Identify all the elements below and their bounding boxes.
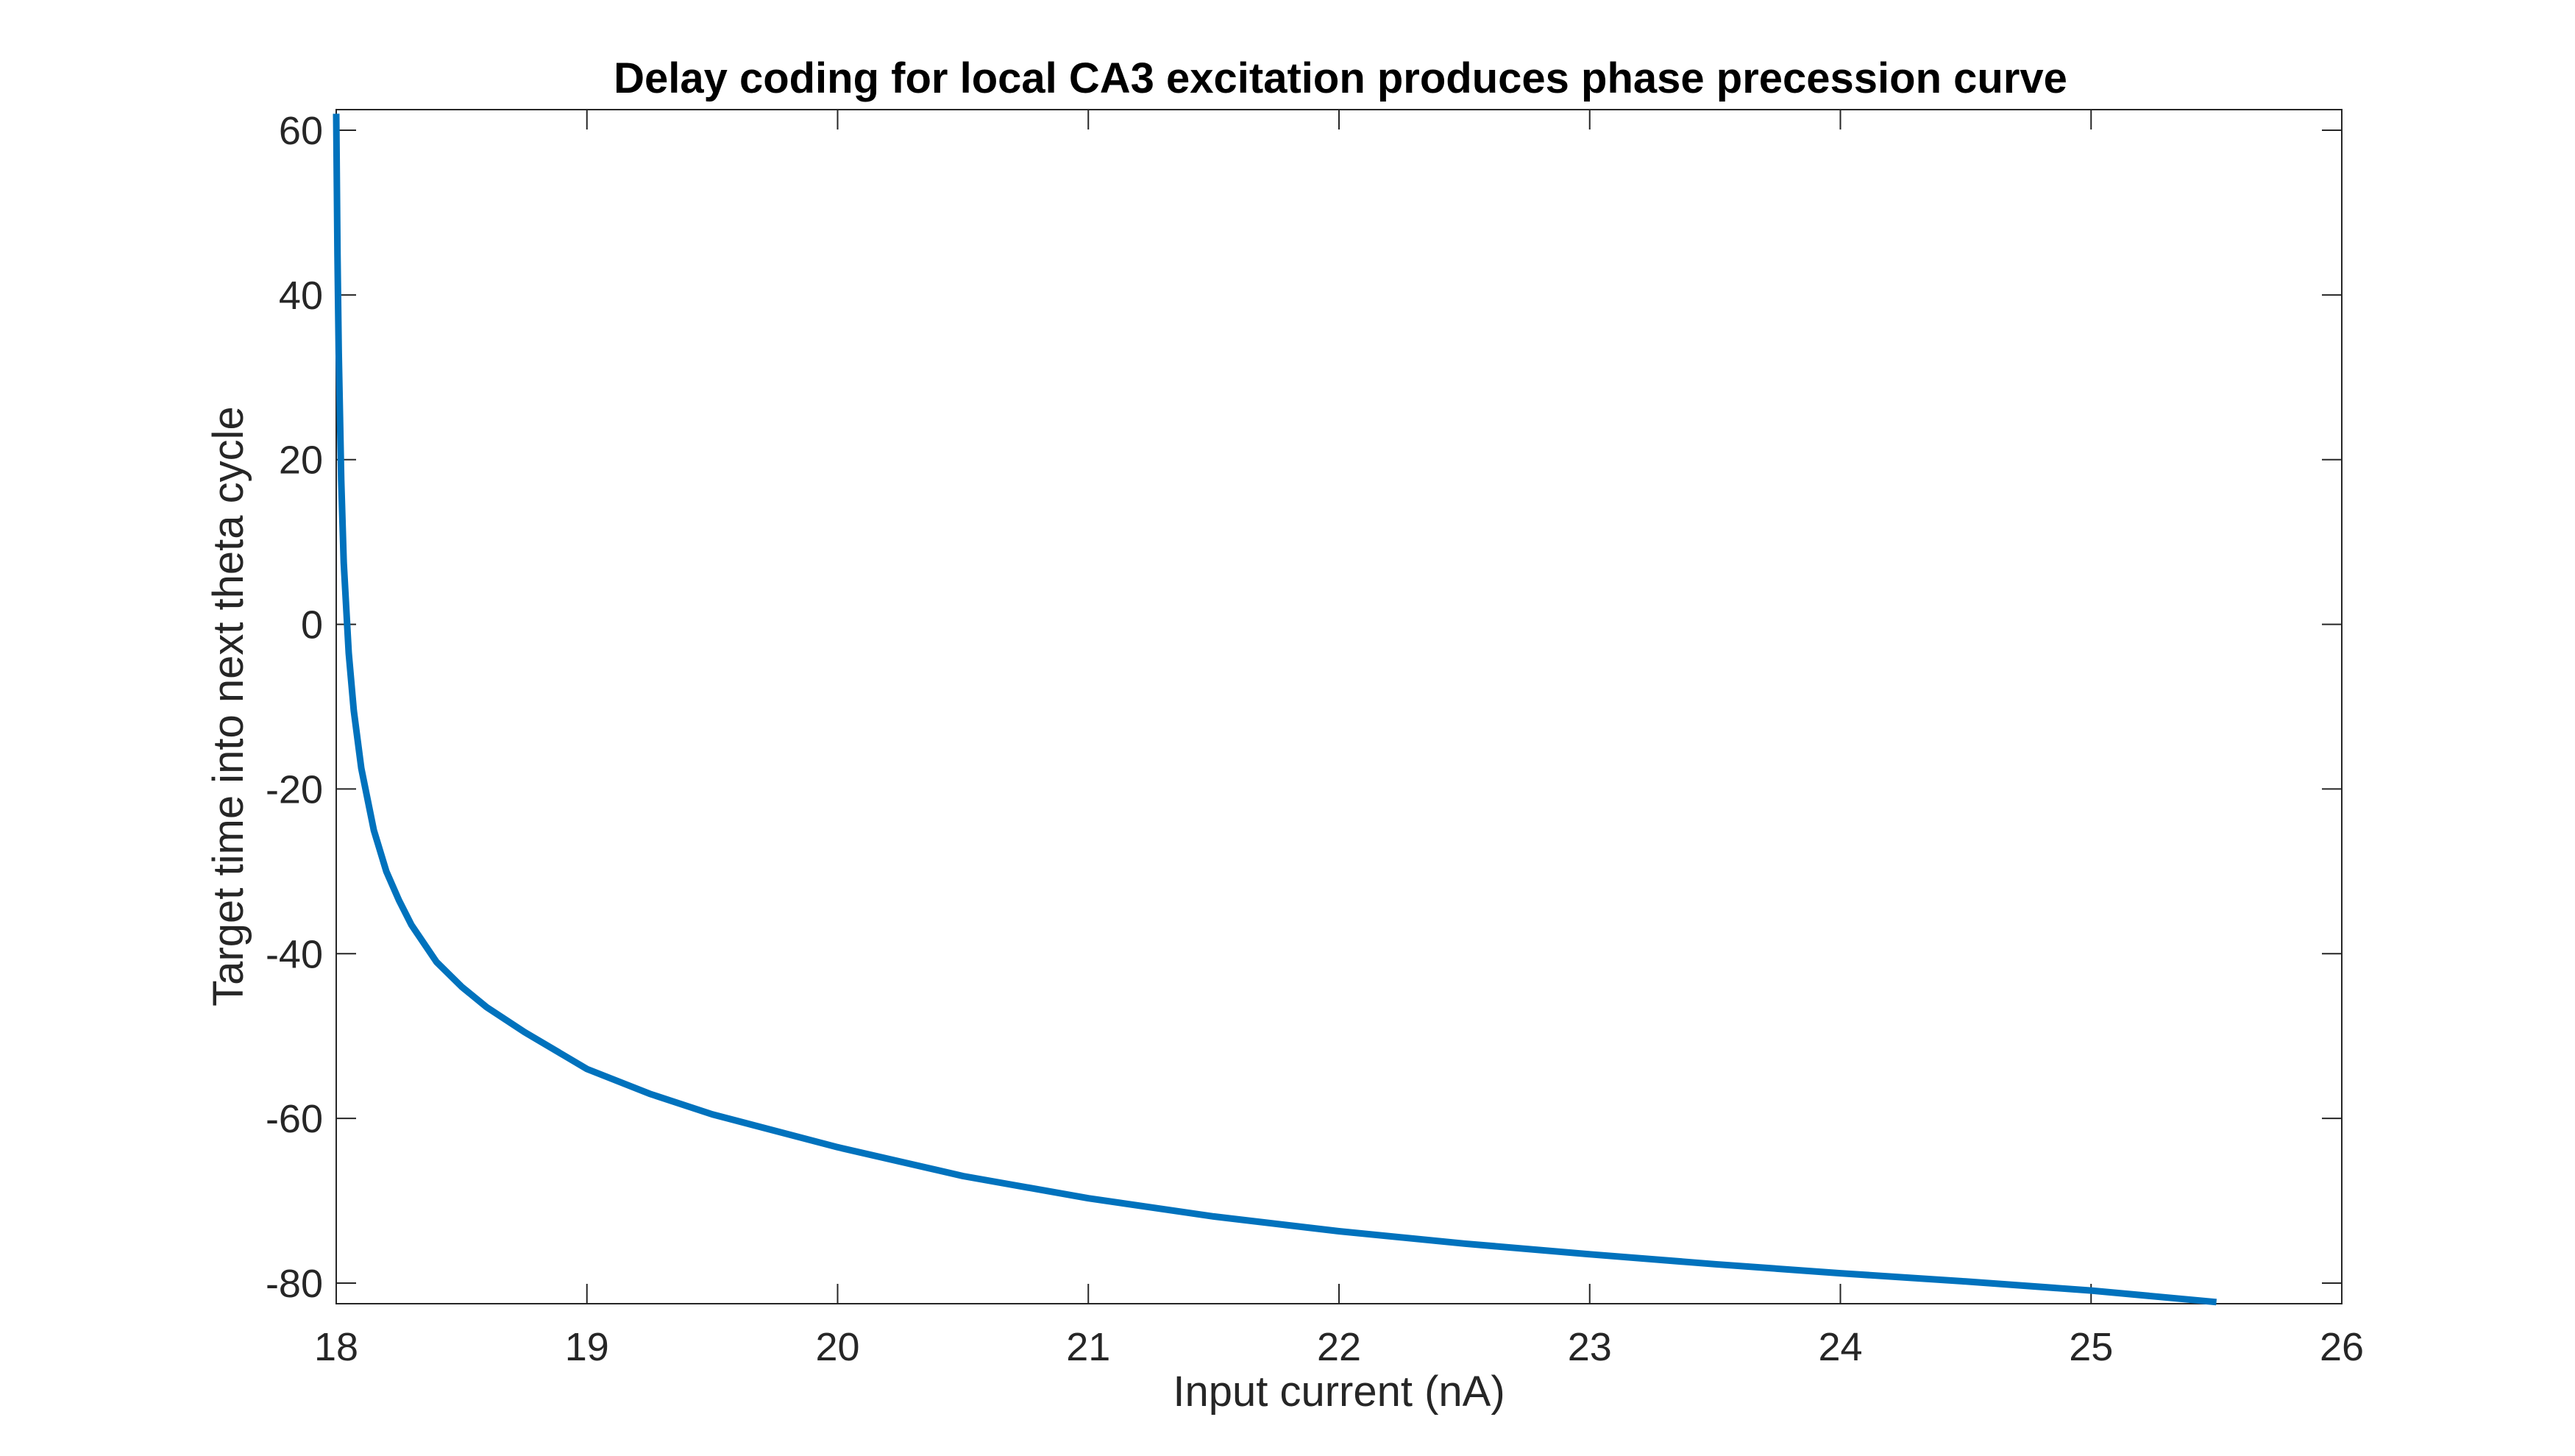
y-tick-label: 20	[279, 438, 323, 483]
y-tick-label: -80	[266, 1262, 323, 1306]
x-tick-label: 23	[1568, 1325, 1612, 1369]
y-tick-label: 40	[279, 274, 323, 318]
x-tick-label: 22	[1317, 1325, 1361, 1369]
plot-box	[335, 109, 2343, 1304]
x-tick-label: 18	[314, 1325, 358, 1369]
x-axis-label: Input current (nA)	[1173, 1368, 1505, 1416]
x-tick-label: 26	[2320, 1325, 2364, 1369]
ticks	[335, 110, 2343, 1304]
y-tick-label: -40	[266, 932, 323, 976]
x-tick-label: 24	[1818, 1325, 1862, 1369]
chart-title: Delay coding for local CA3 excitation pr…	[614, 54, 2067, 102]
y-tick-label: 60	[279, 109, 323, 153]
plot-area: 18 19 20 21 22 23 24 25 26 -80 -60 -40 -20 0 20 40 60	[266, 109, 2364, 1369]
y-axis-label: Target time into next theta cycle	[205, 406, 252, 1006]
x-tick-label: 19	[565, 1325, 609, 1369]
y-tick-label: 0	[301, 603, 323, 647]
y-tick-label: -20	[266, 767, 323, 812]
series-line	[333, 113, 2217, 1306]
y-tick-label: -60	[266, 1097, 323, 1141]
tick-labels: 18 19 20 21 22 23 24 25 26 -80 -60 -40 -20 0 20 40 60	[266, 109, 2364, 1369]
x-tick-label: 25	[2069, 1325, 2113, 1369]
x-tick-label: 21	[1066, 1325, 1110, 1369]
series-layer	[333, 113, 2217, 1306]
x-tick-label: 20	[815, 1325, 859, 1369]
